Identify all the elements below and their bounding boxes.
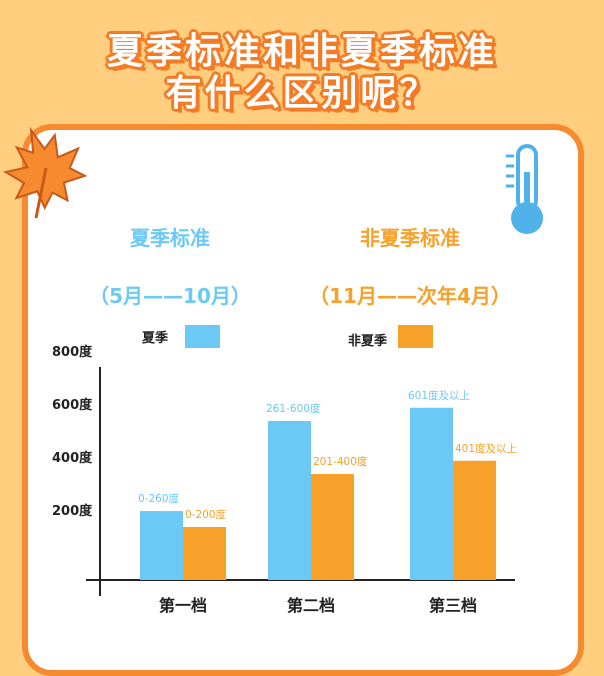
bar-summer <box>268 421 311 580</box>
y-tick-label: 200度 <box>52 503 93 519</box>
nonsummer-standard-period: （11月——次年4月） <box>309 284 511 308</box>
bar-summer <box>140 511 183 580</box>
bar-nonsummer <box>311 474 354 580</box>
data-label-summer: 0-260度 <box>138 492 180 505</box>
maple-leaf-icon <box>3 126 88 219</box>
y-tick-label: 600度 <box>52 397 93 413</box>
page-title-line-2: 有什么区别呢？ <box>165 73 439 114</box>
bar-nonsummer <box>183 527 226 580</box>
page-title-line-1: 夏季标准和非夏季标准 <box>106 31 497 72</box>
thermometer-icon <box>506 144 543 234</box>
x-category-label: 第一档 <box>159 596 207 615</box>
y-tick-label: 800度 <box>52 344 93 360</box>
data-label-nonsummer: 0-200度 <box>185 508 227 521</box>
bar-nonsummer <box>453 460 496 580</box>
legend-label-summer: 夏季 <box>142 331 169 346</box>
y-tick-label: 400度 <box>52 450 93 466</box>
data-label-summer: 261-600度 <box>266 402 321 415</box>
x-category-label: 第三档 <box>429 596 477 615</box>
summer-standard-period: （5月——10月） <box>89 284 251 308</box>
data-label-nonsummer: 201-400度 <box>313 455 368 468</box>
data-label-summer: 601度及以上 <box>408 389 470 402</box>
x-category-label: 第二档 <box>287 596 335 615</box>
bar-summer <box>410 407 453 580</box>
data-label-nonsummer: 401度及以上 <box>455 442 517 455</box>
content-card <box>22 124 584 676</box>
nonsummer-standard-title: 非夏季标准 <box>360 226 460 250</box>
legend-swatch-summer <box>185 325 220 348</box>
legend-swatch-nonsummer <box>398 325 433 348</box>
legend-label-nonsummer: 非夏季 <box>348 334 388 349</box>
summer-standard-title: 夏季标准 <box>130 226 210 250</box>
